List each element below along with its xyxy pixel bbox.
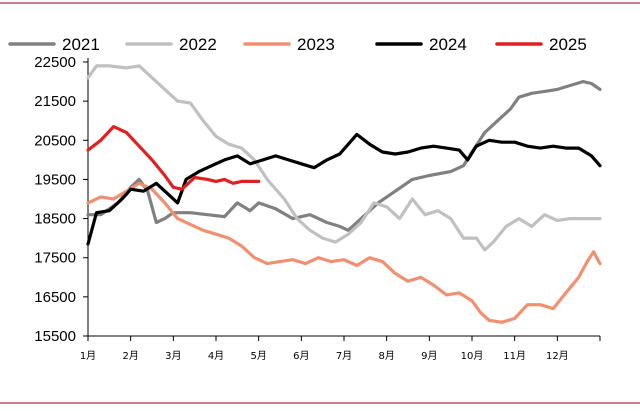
x-tick-label: 4月 (208, 350, 224, 362)
x-tick-label: 1月 (80, 350, 96, 362)
y-tick-label: 18500 (34, 211, 76, 228)
y-tick-label: 15500 (34, 328, 76, 345)
x-tick-label: 11月 (503, 350, 526, 362)
x-tick-label: 8月 (378, 350, 394, 362)
x-axis: 1月 2月 3月 4月 5月 6月 7月 8月 9月 10月 11月 12月 (80, 335, 601, 362)
x-tick-label: 10月 (461, 350, 484, 362)
y-tick-label: 22500 (34, 54, 76, 71)
legend: 2021 2022 2023 2024 2025 (8, 35, 587, 54)
series-line-2024 (86, 132, 602, 246)
legend-label-2021: 2021 (62, 35, 100, 54)
x-tick-label: 2月 (122, 350, 138, 362)
y-tick-label: 16500 (34, 289, 76, 306)
series-line-2022 (86, 64, 602, 252)
y-axis: 15500 16500 17500 18500 19500 20500 21500 22500 (34, 54, 89, 345)
x-tick-label: 3月 (165, 350, 181, 362)
y-tick-label: 17500 (34, 250, 76, 267)
y-tick-label: 20500 (34, 132, 76, 149)
series-line-2021 (86, 79, 602, 232)
y-tick-label: 21500 (34, 93, 76, 110)
legend-label-2022: 2022 (179, 35, 217, 54)
legend-label-2023: 2023 (297, 35, 335, 54)
legend-label-2024: 2024 (429, 35, 467, 54)
y-tick-label: 19500 (34, 171, 76, 188)
series-line-2025 (86, 124, 261, 191)
x-tick-label: 6月 (293, 350, 309, 362)
x-tick-label: 9月 (421, 350, 437, 362)
x-tick-label: 7月 (336, 350, 352, 362)
series-line-2023 (86, 181, 602, 324)
x-tick-label: 12月 (546, 350, 569, 362)
legend-label-2025: 2025 (549, 35, 587, 54)
plot-area (86, 64, 602, 324)
x-tick-label: 5月 (250, 350, 266, 362)
